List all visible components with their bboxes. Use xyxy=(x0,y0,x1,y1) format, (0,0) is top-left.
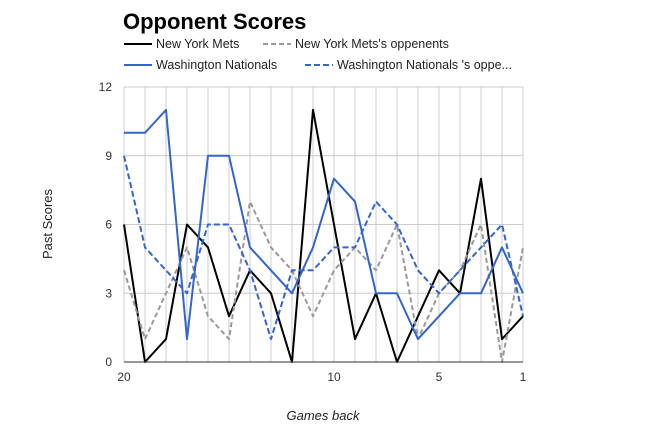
series-line-3 xyxy=(124,108,524,341)
legend-item-3: Washington Nationals xyxy=(124,58,277,72)
series-line-2 xyxy=(123,200,524,363)
legend-label: New York Mets xyxy=(156,37,239,51)
grid xyxy=(123,86,524,363)
y-tick-label: 12 xyxy=(99,80,113,94)
chart-title: Opponent Scores xyxy=(123,9,306,34)
y-tick-label: 9 xyxy=(105,149,112,163)
x-tick-label: 1 xyxy=(520,370,527,384)
x-tick-label: 20 xyxy=(117,370,131,384)
x-tick-label: 10 xyxy=(327,370,341,384)
series-line-1 xyxy=(123,108,524,363)
y-tick-label: 3 xyxy=(105,286,112,300)
legend: New York Mets New York Mets's oppenents Wa… xyxy=(124,37,512,72)
axes: 0 3 6 9 12 20 10 5 1 xyxy=(99,80,527,384)
legend-label: Washington Nationals xyxy=(156,58,277,72)
legend-item-1: New York Mets xyxy=(124,37,239,51)
series-line-4 xyxy=(123,155,524,341)
y-tick-label: 0 xyxy=(105,355,112,369)
series-lines xyxy=(123,108,524,363)
legend-item-2: New York Mets's oppenents xyxy=(263,37,449,51)
x-tick-label: 5 xyxy=(436,370,443,384)
legend-label: New York Mets's oppenents xyxy=(295,37,449,51)
legend-label: Washington Nationals 's oppe... xyxy=(337,58,512,72)
y-axis-label: Past Scores xyxy=(40,188,55,259)
legend-item-4: Washington Nationals 's oppe... xyxy=(305,58,512,72)
y-tick-label: 6 xyxy=(105,218,112,232)
x-axis-label: Games back xyxy=(287,408,361,423)
